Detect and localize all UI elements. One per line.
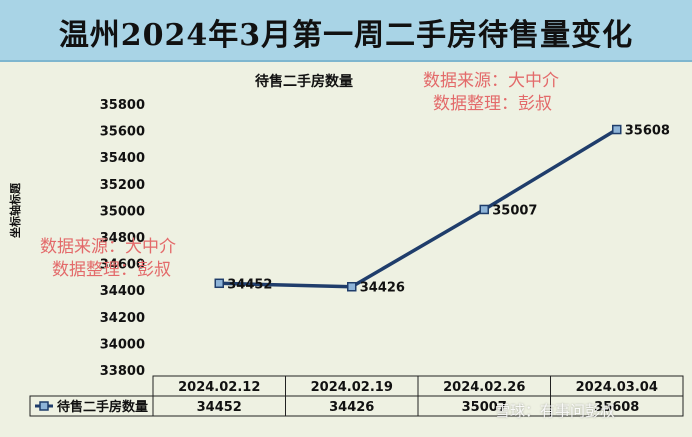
x-category-label: 2024.02.12 (178, 380, 260, 395)
y-tick-label: 35000 (100, 204, 145, 219)
y-tick-label: 34000 (100, 337, 145, 352)
data-table-value-row (29, 395, 684, 417)
page-title: 温州2024年3月第一周二手房待售量变化 (58, 18, 634, 53)
legend-marker-swatch (39, 401, 49, 411)
data-point-marker (479, 204, 489, 215)
data-label: 34426 (360, 281, 405, 296)
data-label: 34452 (227, 277, 272, 292)
legend-series-name: 待售二手房数量 (56, 399, 148, 415)
data-point-marker (612, 124, 622, 135)
data-point-marker (214, 278, 224, 289)
data-point-marker (347, 281, 357, 292)
x-category-label: 2024.02.26 (443, 380, 525, 395)
y-tick-label: 34800 (100, 231, 145, 246)
y-tick-label: 35400 (100, 151, 145, 166)
series-line (219, 128, 618, 289)
data-label: 35608 (625, 124, 670, 139)
data-table-value: 34452 (197, 400, 242, 415)
x-category-label: 2024.03.04 (576, 380, 658, 395)
y-tick-label: 34200 (100, 311, 145, 326)
y-tick-label: 35600 (100, 125, 145, 140)
chart-title: 待售二手房数量 (255, 74, 353, 90)
data-label: 35007 (492, 203, 537, 218)
title-banner: 温州2024年3月第一周二手房待售量变化 (0, 0, 692, 62)
watermark-top: 数据来源：大中介 数据整理：彭叔 (423, 70, 559, 116)
watermark-source-text: 数据来源：大中介 (40, 237, 176, 257)
x-category-label: 2024.02.19 (311, 380, 393, 395)
platform-watermark: 雪球：有事问彭叔 (495, 402, 616, 420)
y-tick-label: 35800 (100, 98, 145, 113)
y-tick-label: 33800 (100, 364, 145, 379)
watermark-editor-text: 数据整理：彭叔 (433, 94, 552, 114)
y-tick-label: 34400 (100, 284, 145, 299)
watermark-left: 数据来源：大中介 数据整理：彭叔 (40, 236, 176, 282)
watermark-editor-text: 数据整理：彭叔 (52, 260, 171, 280)
data-table-value: 35608 (594, 400, 639, 415)
data-table-value: 34426 (329, 400, 374, 415)
watermark-source-text: 数据来源：大中介 (423, 71, 559, 91)
y-tick-label: 34600 (100, 258, 145, 273)
y-tick-label: 35200 (100, 178, 145, 193)
data-table-value: 35007 (462, 400, 507, 415)
